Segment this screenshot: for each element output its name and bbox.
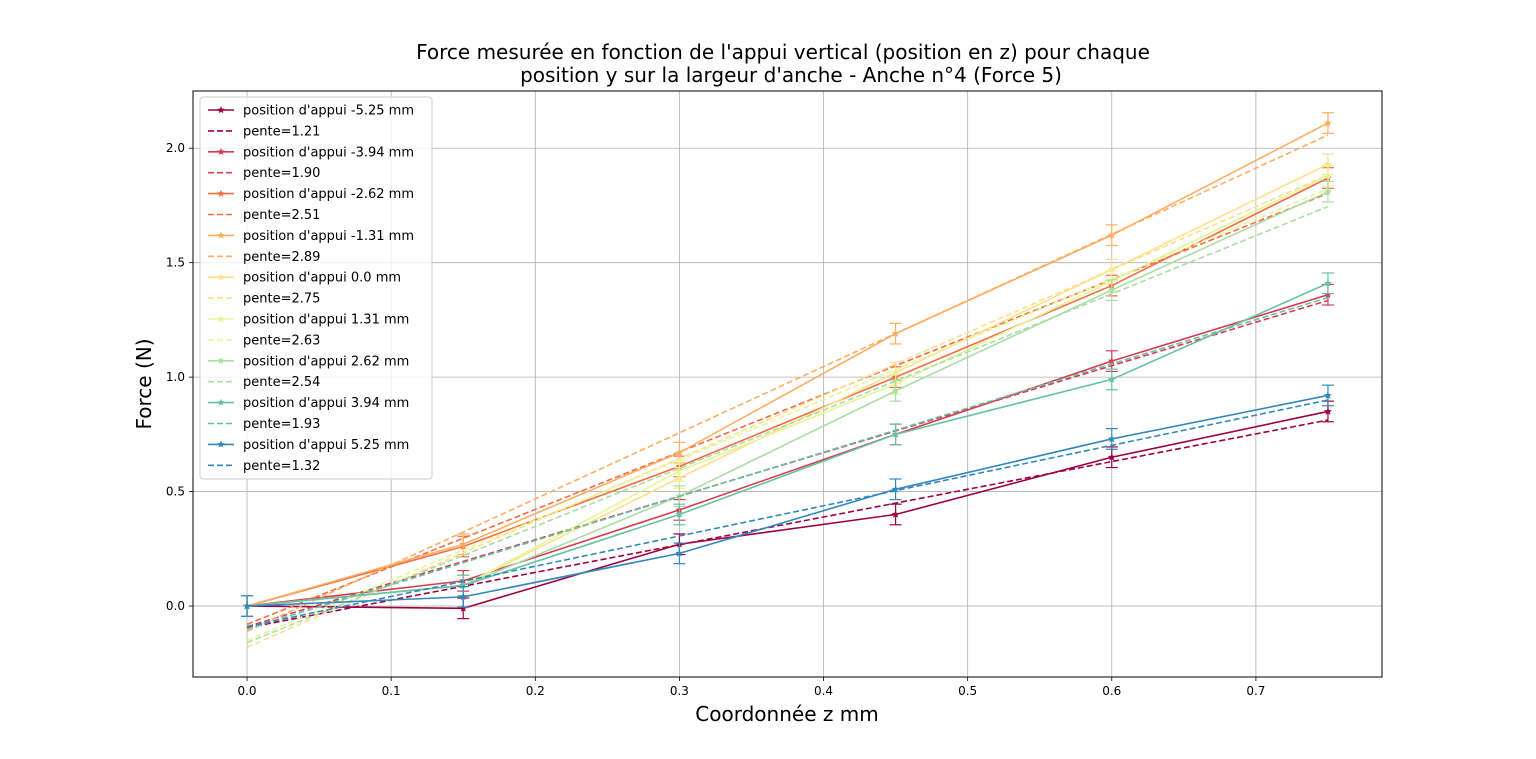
data-point: [1107, 375, 1116, 383]
legend-label: position d'appui 5.25 mm: [243, 438, 409, 453]
legend-marker: [217, 147, 225, 156]
data-point: [1323, 118, 1332, 127]
series-line: [247, 410, 1329, 610]
data-point: [459, 592, 468, 601]
x-tick-label: 0.4: [814, 684, 833, 698]
fit-line: [246, 134, 1329, 632]
legend-fit-label: pente=2.89: [243, 250, 320, 265]
chart-title-line-1: Force mesurée en fonction de l'appui ver…: [416, 40, 1150, 64]
data-point: [891, 329, 900, 338]
data-point: [891, 430, 900, 438]
data-point: [1323, 407, 1332, 415]
y-tick-label: 0.0: [166, 599, 185, 613]
data-point: [459, 581, 468, 589]
legend-fit-label: pente=1.32: [243, 459, 320, 474]
legend-label: position d'appui -2.62 mm: [243, 187, 414, 202]
y-axis-label: Force (N): [132, 338, 156, 429]
y-tick-label: 1.5: [166, 256, 185, 270]
fit-line: [246, 174, 1329, 648]
fit-line: [246, 419, 1329, 629]
chart-title-line-2: position y sur la largeur d'anche - Anch…: [520, 63, 1062, 87]
data-point: [675, 466, 684, 475]
legend-label: position d'appui 2.62 mm: [243, 354, 409, 369]
legend-fit-label: pente=2.75: [243, 292, 320, 307]
x-tick-label: 0.3: [670, 684, 689, 698]
data-point: [675, 549, 684, 557]
data-point: [1107, 231, 1116, 239]
fit-line: [246, 205, 1329, 644]
series-group: [241, 112, 1334, 632]
legend-label: position d'appui -1.31 mm: [243, 229, 414, 244]
data-point: [675, 510, 684, 518]
data-point: [1323, 391, 1332, 399]
x-tick-label: 0.1: [382, 684, 401, 698]
x-tick-label: 0.0: [237, 684, 256, 698]
data-point: [1107, 356, 1116, 365]
legend-label: position d'appui 3.94 mm: [243, 396, 409, 411]
data-point: [891, 386, 900, 395]
data-point: [1323, 290, 1332, 299]
legend-label: position d'appui -3.94 mm: [243, 145, 414, 160]
legend-marker: [217, 189, 225, 197]
legend-fit-label: pente=1.93: [243, 417, 320, 432]
legend-marker: [217, 273, 225, 281]
data-point: [243, 601, 252, 610]
legend-marker: [217, 398, 225, 406]
data-point: [1323, 171, 1332, 180]
data-point: [1323, 279, 1332, 287]
data-point: [459, 540, 468, 548]
legend-fit-label: pente=2.51: [243, 208, 320, 223]
series-line: [246, 177, 1329, 607]
x-tick-label: 0.6: [1102, 684, 1121, 698]
legend-label: position d'appui -5.25 mm: [243, 104, 414, 119]
data-point: [891, 368, 900, 376]
y-tick-label: 1.0: [166, 370, 185, 384]
data-point: [1323, 187, 1332, 196]
legend-fit-label: pente=1.21: [243, 124, 320, 139]
y-tick-label: 2.0: [166, 141, 185, 155]
legend-fit-label: pente=1.90: [243, 166, 320, 181]
data-point: [675, 448, 684, 457]
legend-label: position d'appui 0.0 mm: [243, 271, 401, 286]
legend-marker: [217, 231, 225, 239]
fit-line: [246, 192, 1329, 626]
series-group: [241, 384, 1334, 628]
plot-data: [241, 112, 1334, 648]
x-axis-label: Coordonnée z mm: [695, 702, 878, 726]
y-tick-label: 0.5: [166, 485, 185, 499]
x-tick-label: 0.2: [526, 684, 545, 698]
legend-fit-label: pente=2.63: [243, 333, 320, 348]
data-point: [891, 485, 900, 493]
legend-marker: [217, 315, 225, 323]
plot-frame: [192, 90, 1383, 678]
data-point: [459, 604, 468, 612]
series-line: [246, 293, 1329, 607]
legend-marker: [217, 356, 225, 365]
data-point: [1107, 453, 1116, 461]
x-tick-label: 0.5: [958, 684, 977, 698]
data-point: [1107, 434, 1116, 443]
x-tick-label: 0.7: [1246, 684, 1265, 698]
data-point: [1107, 285, 1116, 294]
data-point: [1107, 265, 1116, 273]
legend: position d'appui -5.25 mm pente=1.21 posit…: [199, 96, 433, 480]
legend-label: position d'appui 1.31 mm: [243, 313, 409, 328]
fit-line: [246, 399, 1329, 628]
legend-fit-label: pente=2.54: [243, 375, 320, 390]
fit-line: [246, 299, 1329, 628]
data-point: [1323, 160, 1332, 168]
axis-ticks: 0.0 0.1 0.2 0.3 0.4 0.5 0.6 0.7 0.0 0.5 1.0 1.5 2.0: [166, 141, 1266, 698]
legend-marker: [217, 106, 225, 114]
series-line: [247, 394, 1329, 607]
legend-marker: [217, 440, 225, 448]
data-point: [891, 510, 900, 518]
series-line: [246, 122, 1329, 607]
legend-box: [199, 96, 433, 480]
